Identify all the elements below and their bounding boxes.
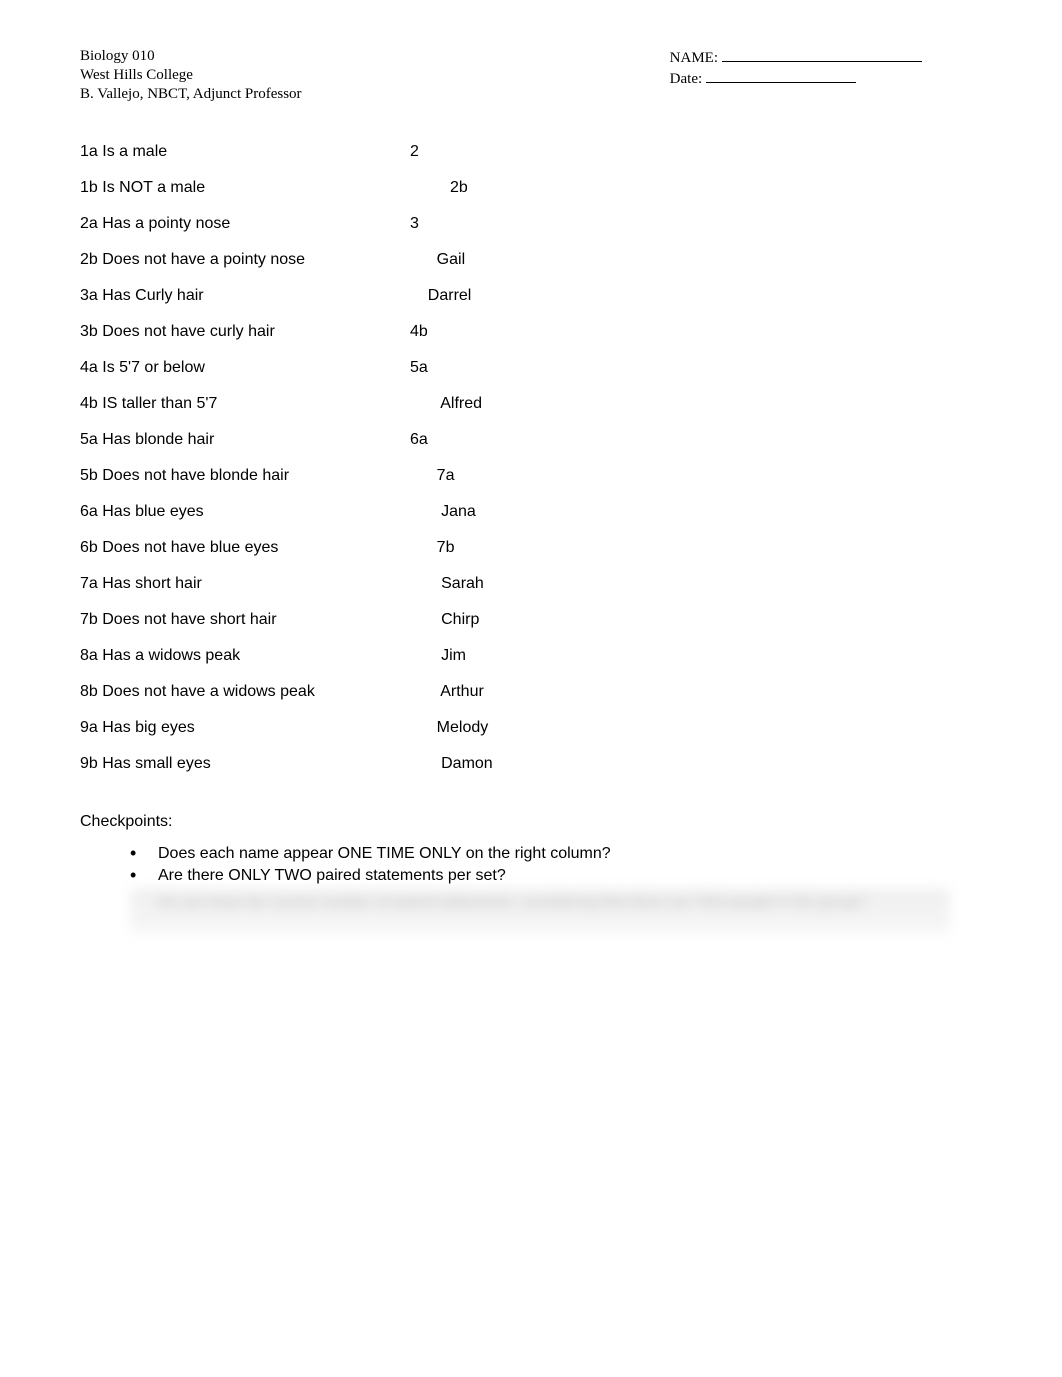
blurred-text: Do you have the correct number of paired… — [158, 894, 866, 911]
key-statement: 3a Has Curly hair — [80, 287, 410, 305]
key-result: Jim — [410, 647, 466, 665]
key-row: 7a Has short hair Sarah — [80, 575, 982, 593]
key-result: Damon — [410, 755, 493, 773]
worksheet-header: Biology 010 West Hills College B. Vallej… — [80, 48, 982, 103]
header-right-block: NAME: Date: — [670, 48, 982, 103]
key-row: 7b Does not have short hair Chirp — [80, 611, 982, 629]
key-row: 1b Is NOT a male 2b — [80, 179, 982, 197]
key-statement: 6b Does not have blue eyes — [80, 539, 410, 557]
college-line: West Hills College — [80, 67, 302, 84]
date-blank-line — [706, 69, 856, 83]
key-row: 6b Does not have blue eyes 7b — [80, 539, 982, 557]
checkpoints-section: Checkpoints: Does each name appear ONE T… — [80, 813, 982, 885]
key-result: 6a — [410, 431, 428, 449]
checkpoints-list: Does each name appear ONE TIME ONLY on t… — [80, 845, 982, 885]
key-statement: 4b IS taller than 5'7 — [80, 395, 410, 413]
key-statement: 5a Has blonde hair — [80, 431, 410, 449]
key-result: 2 — [410, 143, 419, 161]
key-row: 2a Has a pointy nose3 — [80, 215, 982, 233]
key-result: 7b — [410, 539, 454, 557]
key-row: 4a Is 5'7 or below5a — [80, 359, 982, 377]
date-label: Date: — [670, 71, 702, 87]
key-statement: 3b Does not have curly hair — [80, 323, 410, 341]
checkpoint-item: Are there ONLY TWO paired statements per… — [130, 867, 982, 885]
blurred-content: Do you have the correct number of paired… — [130, 889, 950, 933]
key-row: 8a Has a widows peak Jim — [80, 647, 982, 665]
name-label: NAME: — [670, 50, 718, 66]
key-result: Darrel — [410, 287, 471, 305]
key-statement: 9a Has big eyes — [80, 719, 410, 737]
date-field: Date: — [670, 69, 922, 88]
key-result: Melody — [410, 719, 488, 737]
professor-line: B. Vallejo, NBCT, Adjunct Professor — [80, 86, 302, 103]
key-result: 3 — [410, 215, 419, 233]
key-statement: 8b Does not have a widows peak — [80, 683, 410, 701]
key-result: 2b — [410, 179, 468, 197]
key-row: 5a Has blonde hair6a — [80, 431, 982, 449]
key-result: 7a — [410, 467, 454, 485]
key-statement: 7a Has short hair — [80, 575, 410, 593]
key-result: Alfred — [410, 395, 482, 413]
key-statement: 8a Has a widows peak — [80, 647, 410, 665]
key-statement: 2a Has a pointy nose — [80, 215, 410, 233]
key-result: 5a — [410, 359, 428, 377]
key-result: Gail — [410, 251, 465, 269]
key-statement: 4a Is 5'7 or below — [80, 359, 410, 377]
course-line: Biology 010 — [80, 48, 302, 65]
key-row: 9b Has small eyes Damon — [80, 755, 982, 773]
key-result: Arthur — [410, 683, 484, 701]
key-row: 2b Does not have a pointy nose Gail — [80, 251, 982, 269]
key-result: Sarah — [410, 575, 484, 593]
key-row: 6a Has blue eyes Jana — [80, 503, 982, 521]
key-statement: 9b Has small eyes — [80, 755, 410, 773]
key-statement: 1b Is NOT a male — [80, 179, 410, 197]
key-result: Jana — [410, 503, 476, 521]
checkpoints-title: Checkpoints: — [80, 813, 982, 831]
key-row: 3b Does not have curly hair4b — [80, 323, 982, 341]
name-field: NAME: — [670, 48, 922, 67]
key-statement: 1a Is a male — [80, 143, 410, 161]
header-left-block: Biology 010 West Hills College B. Vallej… — [80, 48, 302, 103]
key-statement: 5b Does not have blonde hair — [80, 467, 410, 485]
key-row: 9a Has big eyes Melody — [80, 719, 982, 737]
key-row: 3a Has Curly hair Darrel — [80, 287, 982, 305]
name-blank-line — [722, 48, 922, 62]
key-result: 4b — [410, 323, 428, 341]
checkpoint-item: Does each name appear ONE TIME ONLY on t… — [130, 845, 982, 863]
key-statement: 2b Does not have a pointy nose — [80, 251, 410, 269]
key-statement: 6a Has blue eyes — [80, 503, 410, 521]
dichotomous-key-table: 1a Is a male21b Is NOT a male 2b2a Has a… — [80, 143, 982, 773]
key-row: 4b IS taller than 5'7 Alfred — [80, 395, 982, 413]
key-result: Chirp — [410, 611, 479, 629]
key-row: 1a Is a male2 — [80, 143, 982, 161]
key-row: 5b Does not have blonde hair 7a — [80, 467, 982, 485]
key-row: 8b Does not have a widows peak Arthur — [80, 683, 982, 701]
key-statement: 7b Does not have short hair — [80, 611, 410, 629]
